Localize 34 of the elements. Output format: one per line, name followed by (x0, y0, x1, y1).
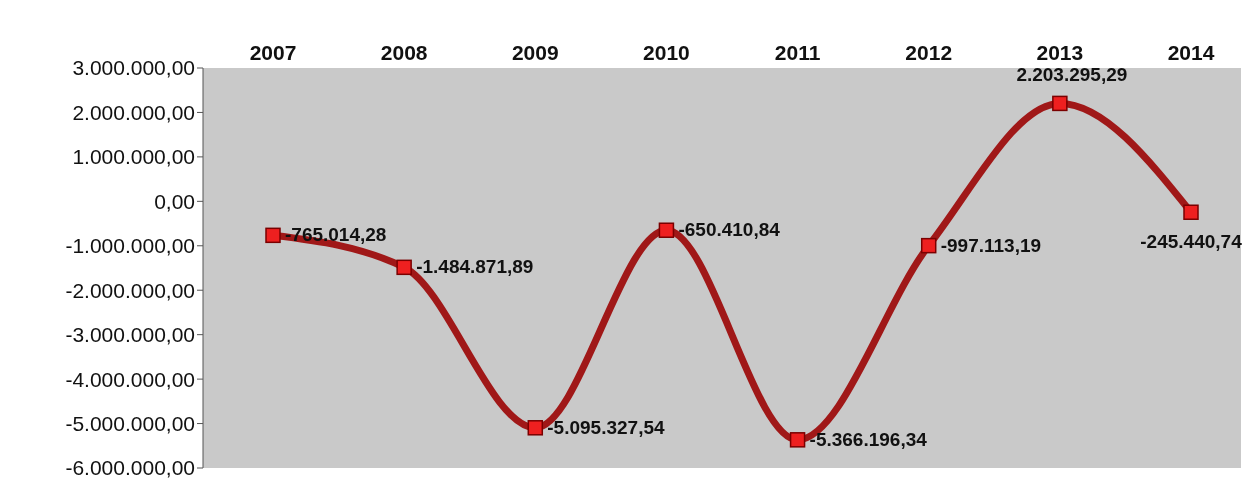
y-tick-label: -4.000.000,00 (65, 367, 195, 391)
y-tick-label: 2.000.000,00 (72, 100, 195, 124)
data-label: 2.203.295,29 (1016, 64, 1128, 86)
y-tick-label: 0,00 (154, 189, 195, 213)
data-label: -5.095.327,54 (547, 416, 665, 438)
y-tick-label: -3.000.000,00 (65, 323, 195, 347)
x-tick-label: 2007 (249, 41, 297, 64)
x-tick-label: 2013 (1036, 41, 1084, 64)
y-tick-label: 1.000.000,00 (72, 145, 195, 169)
y-tick-label: -1.000.000,00 (65, 234, 195, 258)
x-tick-label: 2011 (774, 41, 821, 64)
x-tick-label: 2008 (380, 41, 428, 64)
point (658, 222, 675, 238)
point (920, 237, 937, 254)
y-tick-label: -2.000.000,00 (65, 278, 195, 302)
point (1052, 95, 1068, 112)
y-tick-label: -5.000.000,00 (65, 412, 195, 436)
point (527, 420, 544, 436)
data-label: -5.366.196,34 (809, 428, 928, 450)
x-tick-label: 2009 (511, 41, 559, 64)
data-label: -1.484.871,89 (416, 256, 534, 278)
x-tick-label: 2014 (1167, 41, 1215, 64)
data-label: -245.440,74 (1140, 231, 1243, 253)
x-tick-label: 2010 (643, 41, 690, 64)
x-tick-label: 2012 (905, 41, 953, 64)
y-tick-label: -6.000.000,00 (65, 456, 195, 480)
point (1183, 204, 1199, 220)
point (396, 259, 412, 276)
point (265, 227, 281, 244)
data-label: -650.410,84 (678, 219, 781, 241)
point (789, 432, 806, 448)
y-tick-label: 3.000.000,00 (72, 56, 195, 80)
data-label: -765.014,28 (285, 224, 387, 246)
data-label: -997.113,19 (940, 234, 1042, 256)
